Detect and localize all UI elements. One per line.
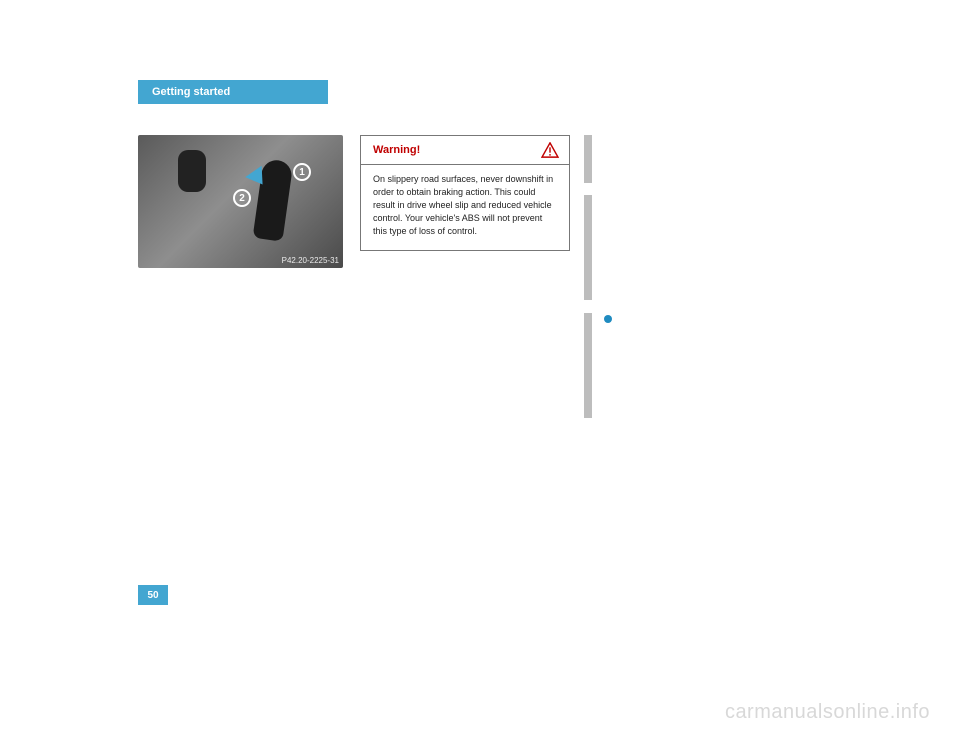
photo-caption: P42.20-2225-31 [282, 256, 339, 265]
page-number-badge: 50 [138, 585, 168, 605]
watermark-text: carmanualsonline.info [725, 701, 930, 724]
warning-body: On slippery road surfaces, never downshi… [361, 165, 569, 250]
page-number: 50 [147, 590, 158, 601]
warning-box: Warning! On slippery road surfaces, neve… [360, 135, 570, 251]
sidebar-segment [584, 195, 592, 300]
warning-label: Warning! [373, 144, 420, 156]
section-header: Getting started [138, 80, 328, 104]
callout-2: 2 [233, 189, 251, 207]
sidebar-segment [584, 135, 592, 183]
manual-page: Getting started 1 2 P42.20-2225-31 Warni… [90, 55, 860, 645]
callout-1-label: 1 [299, 167, 305, 178]
parking-brake-photo: 1 2 P42.20-2225-31 [138, 135, 343, 268]
callout-1: 1 [293, 163, 311, 181]
warning-header: Warning! [361, 136, 569, 165]
callout-2-label: 2 [239, 193, 245, 204]
bullet-icon [604, 315, 612, 323]
sidebar-segment [584, 313, 592, 418]
warning-triangle-icon [541, 142, 559, 158]
shifter-knob-shape [178, 150, 206, 192]
section-title: Getting started [152, 86, 230, 98]
